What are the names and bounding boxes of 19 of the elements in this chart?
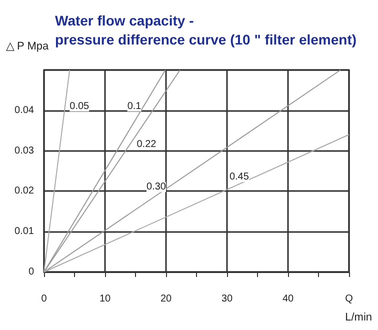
annotation: 0.45 (229, 172, 250, 183)
x-tick-label: 10 (99, 294, 111, 304)
chart-title: Water flow capacity - pressure difference curve (10 " filter element) (55, 12, 357, 48)
annotation: 0.05 (70, 100, 90, 112)
x-tick-label: 30 (221, 294, 233, 304)
y-tick-label: 0.02 (14, 186, 34, 197)
y-tick-label: 0 (28, 266, 34, 278)
x-axis-title: L/min (345, 312, 372, 324)
x-tick-label: Q (345, 294, 354, 304)
y-axis-title: △ P Mpa (6, 40, 50, 52)
x-tick-label: 0 (41, 294, 48, 304)
y-tick-label: 0.04 (14, 104, 34, 116)
y-tick-label: 0.01 (14, 226, 34, 238)
x-tick-label: 20 (160, 294, 172, 304)
x-tick-label: 40 (282, 294, 294, 304)
annotation: 0.22 (136, 139, 157, 150)
y-tick-label: 0.03 (14, 145, 34, 156)
annotation: 0.30 (146, 182, 166, 193)
annotation: 0.1 (127, 100, 142, 112)
